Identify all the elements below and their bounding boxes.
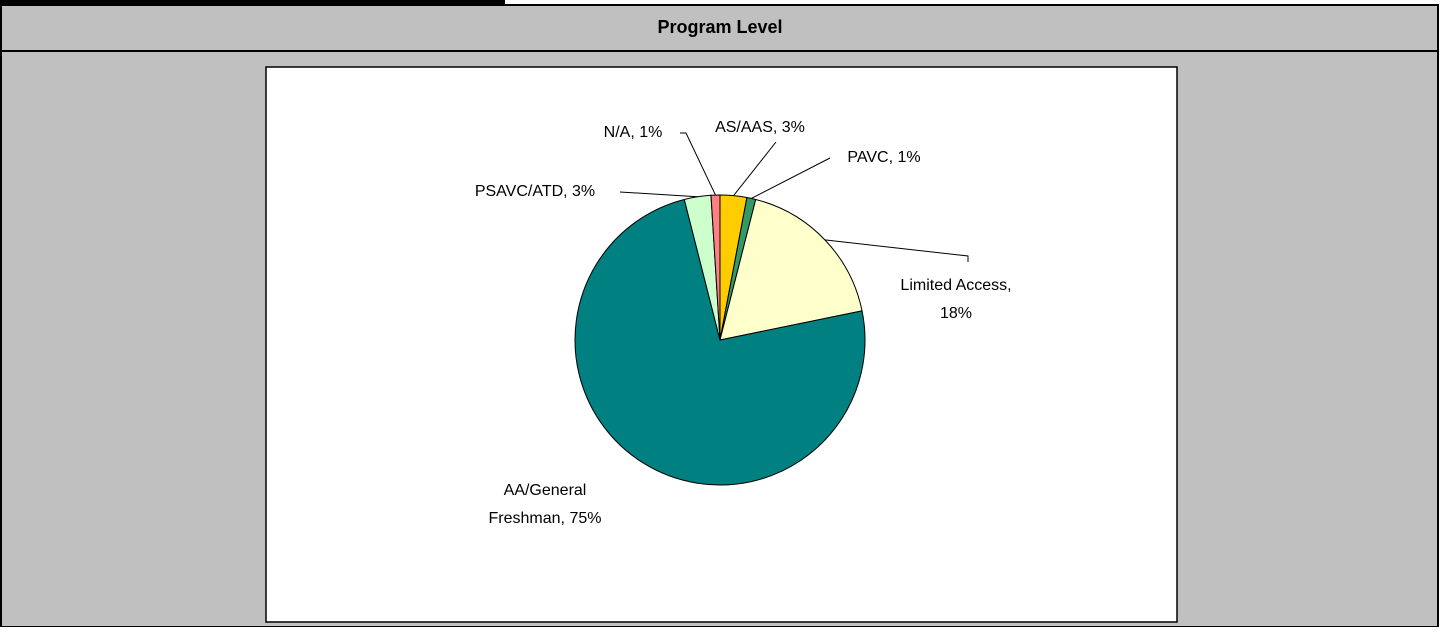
data-label: PAVC, 1% <box>847 149 920 166</box>
data-label: N/A, 1% <box>604 124 663 141</box>
leader-line <box>733 141 777 196</box>
data-label: Freshman, 75% <box>489 510 602 527</box>
chart-title: Program Level <box>657 17 782 37</box>
data-label: 18% <box>940 305 972 322</box>
leader-line <box>680 132 716 196</box>
leader-line <box>824 239 969 262</box>
data-label: AA/General <box>504 482 587 499</box>
data-label: PSAVC/ATD, 3% <box>475 183 595 200</box>
pie-slice <box>719 198 863 341</box>
leader-line <box>619 191 698 198</box>
data-label: Limited Access, <box>900 277 1011 294</box>
leader-line <box>751 157 831 199</box>
pie-slice <box>574 198 866 486</box>
data-label: AS/AAS, 3% <box>715 119 805 136</box>
top-rule <box>0 0 505 4</box>
